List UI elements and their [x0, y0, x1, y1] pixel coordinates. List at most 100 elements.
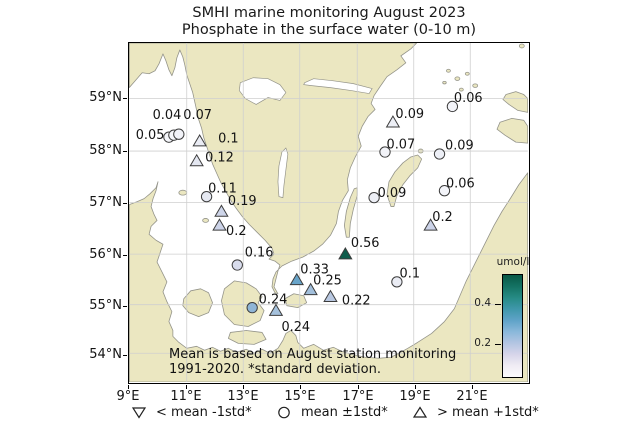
station-marker: [231, 259, 243, 271]
footnote-line-1: Mean is based on August station monitori…: [169, 347, 457, 362]
station-marker: [212, 218, 227, 231]
station-marker: [246, 302, 258, 314]
y-tick-label: 54°N: [89, 347, 122, 362]
map-footnote: Mean is based on August station monitori…: [169, 347, 456, 377]
footnote-line-2: 1991-2020. *standard deviation.: [169, 362, 381, 377]
station-marker: [173, 128, 185, 140]
station-value-label: 0.24: [259, 292, 288, 307]
x-tick: [186, 385, 187, 389]
x-tick: [415, 385, 416, 389]
x-tick: [243, 385, 244, 389]
legend-label: mean ±1std*: [301, 404, 388, 420]
land-continental-europe: [129, 172, 528, 382]
station-value-label: 0.09: [378, 186, 407, 201]
y-tick-label: 55°N: [89, 298, 122, 313]
station-value-label: 0.2: [432, 210, 452, 225]
station-marker: [338, 247, 353, 260]
circle-icon: [278, 406, 290, 418]
station-value-label: 0.1: [218, 132, 238, 147]
colorbar-unit-label: umol/l: [496, 256, 530, 268]
stations-layer: 0.050.04 0.070.10.120.110.190.20.160.240.…: [136, 91, 483, 335]
y-tick: [123, 354, 127, 356]
y-tick-label: 56°N: [89, 247, 122, 262]
marker-legend: < mean -1std* mean ±1std* > mean +1std*: [0, 403, 640, 423]
station-value-label: 0.04: [153, 108, 182, 123]
legend-item-mean: mean ±1std*: [276, 403, 388, 421]
x-tick-label: 11°E: [170, 389, 202, 404]
island-anholt: [202, 218, 209, 223]
station-marker: [189, 153, 204, 167]
archipelago-islet: [472, 83, 479, 88]
station-marker: [438, 185, 451, 197]
lake-malaren: [303, 78, 373, 94]
station-value-label: 0.33: [300, 263, 329, 278]
island-zealand: [221, 280, 265, 327]
station-value-label: 0.11: [208, 181, 237, 196]
station-marker: [379, 146, 391, 158]
colorbar-tick-label: 0.2: [474, 337, 491, 349]
station-value-label: 0.19: [228, 194, 257, 209]
y-tick: [123, 97, 127, 99]
y-tick-label: 57°N: [89, 195, 122, 210]
island-bornholm: [284, 293, 308, 309]
station-value-label: 0.06: [446, 176, 475, 191]
land-scandinavia: [129, 43, 418, 295]
colorbar: [502, 274, 523, 378]
archipelago-islet: [464, 71, 470, 76]
island-gotland: [386, 154, 423, 207]
x-tick-label: 19°E: [399, 389, 431, 404]
station-marker: [192, 134, 207, 147]
archipelago-islet: [446, 68, 451, 73]
x-tick-label: 21°E: [456, 389, 488, 404]
triangle-up-icon: [412, 405, 428, 418]
island-estonia-south: [496, 117, 528, 144]
station-value-label: 0.2: [226, 224, 246, 239]
archipelago-islet: [458, 87, 464, 92]
station-marker: [214, 204, 229, 217]
triangle-down-icon: [131, 406, 147, 419]
x-tick-label: 17°E: [342, 389, 374, 404]
station-marker: [385, 115, 401, 128]
archipelago-islet: [442, 80, 447, 85]
station-marker: [303, 282, 318, 296]
title-line-1: SMHI marine monitoring August 2023: [192, 5, 466, 21]
y-tick-label: 59°N: [89, 90, 122, 105]
station-value-label: 0.24: [281, 320, 310, 335]
island-lolland: [227, 330, 267, 345]
station-value-label: 0.22: [342, 293, 371, 308]
gridlines: [129, 43, 528, 382]
x-tick-label: 13°E: [227, 389, 259, 404]
island-laeso: [178, 189, 188, 196]
station-marker: [433, 148, 446, 160]
legend-item-above-mean: > mean +1std*: [412, 403, 539, 421]
colorbar-tick: [495, 303, 501, 305]
colorbar-tick: [495, 343, 501, 345]
y-tick: [123, 305, 127, 307]
legend-label: < mean -1std*: [156, 404, 252, 420]
title-line-2: Phosphate in the surface water (0-10 m): [181, 22, 477, 38]
station-marker: [446, 100, 459, 113]
y-tick-label: 58°N: [89, 143, 122, 158]
x-tick-label: 15°E: [284, 389, 316, 404]
island-funen: [182, 288, 213, 317]
station-value-label: 0.05: [136, 128, 165, 143]
station-marker: [391, 276, 403, 288]
map-panel: 0.05 0.04 0.07 0.1 0.12 0.11 0.19 0.2 0.16 0.24 0.…: [128, 42, 530, 384]
station-marker: [289, 272, 304, 286]
legend-label: > mean +1std*: [437, 404, 539, 420]
station-marker: [323, 289, 338, 303]
x-tick: [472, 385, 473, 389]
station-value-label: 0.25: [313, 273, 342, 288]
station-value-label: 0.1: [400, 267, 420, 282]
station-value-label: 0.06: [454, 91, 483, 106]
station-value-label: 0.16: [245, 246, 274, 261]
station-marker: [368, 191, 380, 204]
x-tick: [358, 385, 359, 389]
y-tick: [123, 150, 127, 152]
legend-item-below-mean: < mean -1std*: [131, 403, 252, 421]
archipelago-islet: [518, 43, 525, 49]
station-marker: [268, 303, 284, 316]
station-value-label: 0.09: [445, 139, 474, 154]
x-tick: [300, 385, 301, 389]
x-tick-label: 9°E: [116, 389, 140, 404]
